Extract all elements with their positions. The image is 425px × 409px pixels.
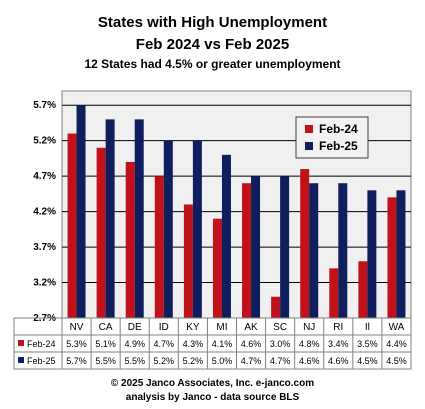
x-category-label: CA	[99, 322, 113, 333]
data-label-feb25: 5.2%	[154, 356, 175, 366]
data-label-feb25: 4.6%	[299, 356, 320, 366]
bar-feb25-ri	[338, 183, 348, 318]
x-category-label: DE	[128, 322, 142, 333]
bar-feb24-de	[125, 161, 135, 318]
legend-label-feb24: Feb-24	[319, 122, 358, 136]
bar-feb24-ky	[183, 204, 193, 318]
bar-feb25-sc	[280, 176, 290, 318]
x-category-label: AK	[244, 322, 258, 333]
data-label-feb24: 5.3%	[66, 339, 87, 349]
data-label-feb25: 5.2%	[183, 356, 204, 366]
bar-feb25-ak	[251, 176, 261, 318]
bar-feb24-mi	[212, 218, 222, 318]
data-label-feb25: 4.7%	[270, 356, 291, 366]
bar-feb24-id	[154, 176, 164, 318]
data-label-feb24: 5.1%	[95, 339, 116, 349]
data-label-feb25: 4.5%	[357, 356, 378, 366]
data-label-feb24: 4.1%	[212, 339, 233, 349]
y-tick-label: 4.7%	[33, 171, 56, 182]
data-label-feb25: 4.7%	[241, 356, 262, 366]
data-label-feb25: 5.5%	[124, 356, 145, 366]
table-key-feb24	[18, 340, 24, 346]
data-label-feb25: 4.5%	[386, 356, 407, 366]
x-category-label: Il	[365, 322, 370, 333]
bar-feb25-wa	[396, 190, 406, 318]
y-tick-label: 4.2%	[33, 207, 56, 218]
data-label-feb24: 4.3%	[183, 339, 204, 349]
bar-feb24-nv	[67, 133, 77, 318]
data-label-feb24: 4.8%	[299, 339, 320, 349]
x-category-label: RI	[333, 322, 343, 333]
footer-copyright: © 2025 Janco Associates, Inc. e-janco.co…	[110, 378, 315, 389]
bar-feb25-il	[367, 190, 377, 318]
chart-note: 12 States had 4.5% or greater unemployme…	[84, 57, 341, 71]
bar-feb25-nj	[309, 183, 319, 318]
data-label-feb24: 4.6%	[241, 339, 262, 349]
table-series-label-feb24: Feb-24	[27, 339, 56, 349]
data-table-frame	[13, 317, 412, 370]
data-label-feb24: 4.7%	[154, 339, 175, 349]
legend-label-feb25: Feb-25	[319, 139, 358, 153]
x-category-label: ID	[159, 322, 169, 333]
y-tick-label: 3.7%	[33, 242, 56, 253]
data-label-feb25: 5.7%	[66, 356, 87, 366]
legend-swatch-feb25	[305, 142, 313, 150]
data-label-feb24: 3.5%	[357, 339, 378, 349]
table-series-label-feb25: Feb-25	[27, 356, 56, 366]
y-tick-label: 5.2%	[33, 136, 56, 147]
bar-feb24-ak	[242, 183, 252, 318]
chart-title: States with High Unemployment	[97, 14, 328, 31]
footer-source: analysis by Janco - data source BLS	[125, 392, 300, 403]
bar-feb25-de	[134, 119, 144, 318]
data-label-feb25: 5.5%	[95, 356, 116, 366]
bar-feb24-nj	[300, 169, 310, 318]
data-label-feb24: 3.0%	[270, 339, 291, 349]
y-tick-label: 3.2%	[33, 278, 56, 289]
bar-feb24-ri	[329, 268, 339, 318]
bar-feb24-ca	[96, 147, 106, 318]
y-tick-label: 5.7%	[33, 100, 56, 111]
data-label-feb25: 4.6%	[328, 356, 349, 366]
bar-feb25-nv	[76, 105, 86, 318]
x-category-label: KY	[186, 322, 200, 333]
data-label-feb24: 4.9%	[124, 339, 145, 349]
data-label-feb24: 3.4%	[328, 339, 349, 349]
bar-feb24-il	[358, 261, 368, 318]
bar-feb25-mi	[221, 154, 231, 318]
bar-feb25-ky	[192, 140, 202, 318]
x-category-label: MI	[216, 322, 227, 333]
data-label-feb24: 4.4%	[386, 339, 407, 349]
data-label-feb25: 5.0%	[212, 356, 233, 366]
x-category-label: WA	[389, 322, 405, 333]
bar-feb25-ca	[105, 119, 115, 318]
table-key-feb25	[18, 357, 24, 363]
x-category-label: NJ	[303, 322, 315, 333]
x-category-label: NV	[70, 322, 84, 333]
legend-box	[295, 116, 369, 159]
bar-feb24-wa	[387, 197, 397, 318]
bar-feb24-sc	[271, 296, 281, 318]
x-category-label: SC	[273, 322, 287, 333]
chart-subtitle: Feb 2024 vs Feb 2025	[135, 36, 290, 53]
bar-feb25-id	[163, 140, 173, 318]
legend-swatch-feb24	[305, 125, 313, 133]
